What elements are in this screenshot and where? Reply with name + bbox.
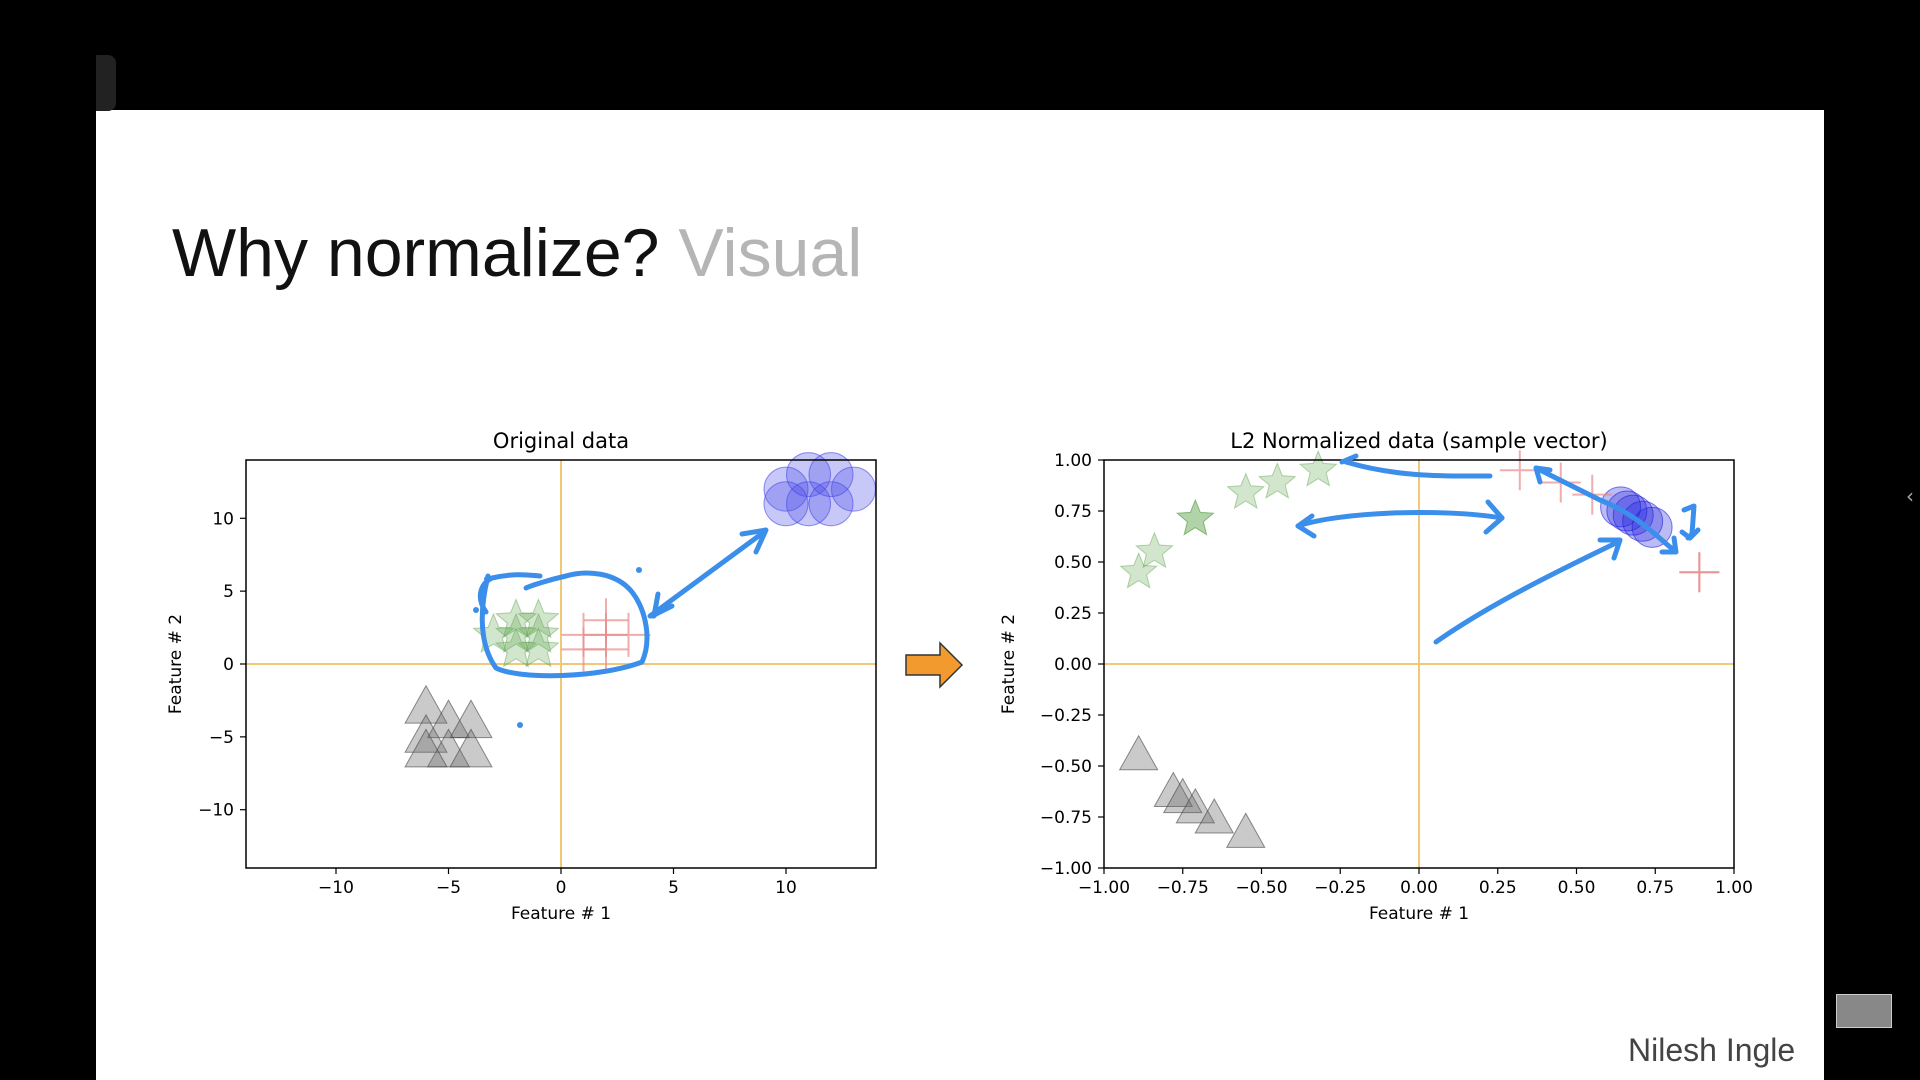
y-tick-label: 0	[223, 655, 234, 675]
slide-title-main: Why normalize?	[172, 215, 660, 291]
triangle-point	[1194, 798, 1235, 834]
window-tab-handle[interactable]	[96, 55, 116, 111]
x-tick-label: 0	[556, 878, 567, 898]
x-axis-label: Feature # 1	[1369, 904, 1469, 924]
triangle-point	[426, 728, 471, 768]
star-point	[1119, 551, 1158, 589]
x-tick-label: −10	[318, 878, 354, 898]
x-tick-label: 1.00	[1715, 878, 1753, 898]
y-tick-label: −5	[209, 728, 234, 748]
y-tick-label: 0.25	[1054, 604, 1092, 624]
x-tick-label: −0.50	[1235, 878, 1287, 898]
star-point	[1135, 531, 1174, 569]
right-arrow-icon	[905, 641, 964, 689]
circle-point	[763, 466, 809, 512]
plus-point	[584, 612, 628, 657]
y-tick-label: −0.50	[1040, 757, 1092, 777]
triangle-point	[449, 699, 493, 739]
triangle-point	[1175, 787, 1216, 824]
plus-point	[1679, 552, 1720, 593]
presenter-thumbnail[interactable]	[1836, 994, 1892, 1028]
x-tick-label: 5	[668, 878, 679, 898]
triangle-point	[404, 684, 448, 724]
y-tick-label: 5	[223, 582, 234, 602]
y-axis-label: Feature # 2	[999, 614, 1019, 714]
x-axis-label: Feature # 1	[511, 904, 611, 924]
collapse-chevron-icon[interactable]: ‹	[1906, 484, 1914, 508]
slide-title-sub: Visual	[678, 215, 863, 291]
x-tick-label: −5	[436, 878, 461, 898]
x-tick-label: 0.25	[1479, 878, 1517, 898]
x-tick-label: −0.25	[1314, 878, 1366, 898]
triangle-point	[1162, 777, 1203, 814]
y-tick-label: 10	[212, 509, 234, 529]
y-tick-label: −1.00	[1040, 859, 1092, 879]
author-name: Nilesh Ingle	[1628, 1032, 1796, 1068]
triangle-point	[1118, 734, 1159, 771]
star-point	[1226, 472, 1266, 510]
x-tick-label: 0.75	[1636, 878, 1674, 898]
y-tick-label: −0.75	[1040, 808, 1092, 828]
x-tick-label: 0.00	[1400, 878, 1438, 898]
plus-point	[561, 627, 606, 672]
x-tick-label: 10	[775, 878, 797, 898]
chart-title: L2 Normalized data (sample vector)	[1230, 429, 1608, 453]
slide-title: Why normalize? Visual	[172, 214, 862, 292]
star-point	[494, 627, 538, 668]
y-axis-label: Feature # 2	[166, 614, 186, 714]
y-tick-label: −0.25	[1040, 706, 1092, 726]
y-tick-label: 1.00	[1054, 451, 1092, 471]
x-tick-label: 0.50	[1558, 878, 1596, 898]
x-tick-label: −0.75	[1157, 878, 1209, 898]
y-tick-label: −10	[198, 801, 234, 821]
triangle-point	[1153, 771, 1194, 808]
circle-point	[786, 452, 831, 498]
star-point	[1257, 462, 1297, 499]
triangle-point	[426, 699, 471, 739]
y-tick-label: 0.00	[1054, 655, 1092, 675]
star-point	[517, 627, 560, 668]
chart-title: Original data	[493, 429, 629, 453]
y-tick-label: 0.75	[1054, 502, 1092, 522]
star-point	[1298, 449, 1338, 487]
triangle-point	[404, 713, 448, 753]
star-point	[1176, 498, 1215, 536]
y-tick-label: 0.50	[1054, 553, 1092, 573]
plus-point	[1499, 450, 1540, 491]
circle-point	[808, 481, 854, 527]
x-tick-label: −1.00	[1078, 878, 1130, 898]
triangle-point	[404, 728, 448, 768]
triangle-point	[1225, 812, 1266, 848]
slide-canvas	[96, 110, 1824, 1080]
circle-point	[763, 481, 809, 527]
triangle-point	[449, 728, 493, 768]
